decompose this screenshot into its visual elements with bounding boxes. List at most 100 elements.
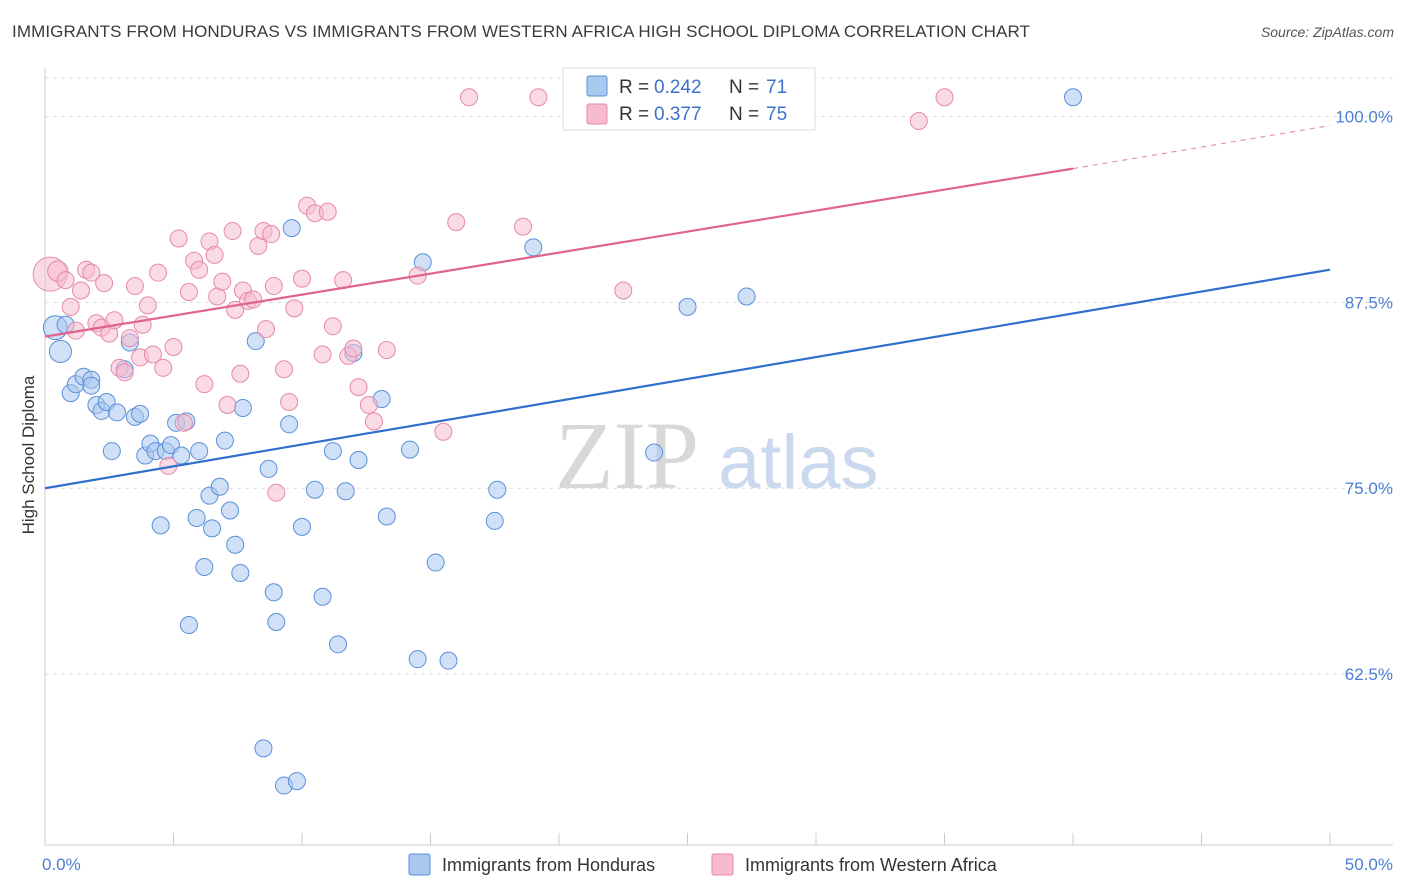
honduras-point-41: [264, 583, 283, 602]
honduras-point-49: [313, 587, 332, 606]
bottom-legend-swatch-honduras: [408, 853, 431, 876]
honduras-point-57: [400, 440, 419, 459]
western-africa-point-56: [323, 317, 342, 336]
honduras-point-60: [426, 553, 445, 572]
honduras-point-26: [179, 615, 198, 634]
western-africa-point-59: [344, 339, 363, 358]
western-africa-point-26: [174, 413, 193, 432]
western-africa-point-34: [213, 272, 232, 291]
honduras-point-29: [195, 558, 214, 577]
western-africa-point-69: [529, 88, 548, 107]
honduras-point-11: [102, 442, 121, 461]
western-africa-point-45: [262, 225, 281, 244]
western-africa-point-61: [359, 395, 378, 414]
x-tick-label-max: 50.0%: [1345, 855, 1393, 874]
western-africa-point-72: [935, 88, 954, 107]
legend-r-label-western-africa: R =: [619, 104, 649, 125]
western-africa-point-60: [349, 378, 368, 397]
western-africa-point-63: [377, 340, 396, 359]
chart-title: IMMIGRANTS FROM HONDURAS VS IMMIGRANTS F…: [12, 22, 1031, 41]
honduras-point-37: [233, 398, 252, 417]
legend-n-value-honduras: 71: [766, 77, 787, 98]
western-africa-point-41: [244, 290, 263, 309]
honduras-point-47: [293, 517, 311, 536]
legend-swatch-western-africa: [586, 103, 608, 125]
western-africa-point-29: [190, 260, 209, 279]
western-africa-point-50: [285, 299, 304, 318]
legend-n-value-western-africa: 75: [766, 104, 787, 125]
western-africa-point-68: [514, 217, 533, 236]
watermark-atlas: atlas: [718, 420, 879, 505]
honduras-point-64: [524, 238, 543, 257]
honduras-point-35: [226, 535, 245, 554]
honduras-point-66: [645, 443, 664, 462]
honduras-point-58: [408, 650, 427, 669]
western-africa-point-5: [71, 281, 90, 300]
western-africa-point-21: [149, 263, 168, 282]
honduras-point-70: [1064, 88, 1082, 107]
honduras-point-31: [203, 519, 222, 538]
western-africa-point-44: [257, 320, 276, 339]
legend-n-label-western-africa: N =: [729, 104, 759, 125]
honduras-point-38: [246, 332, 265, 351]
trend-line-western-africa: [44, 167, 1074, 338]
honduras-point-45: [282, 219, 301, 238]
western-africa-point-71: [909, 112, 928, 131]
y-tick-label-0: 62.5%: [1345, 665, 1393, 684]
honduras-point-52: [336, 482, 355, 501]
honduras-point-63: [488, 480, 507, 499]
honduras-point-33: [215, 431, 234, 450]
western-africa-point-66: [447, 213, 466, 232]
western-africa-point-54: [313, 345, 332, 364]
western-africa-point-38: [231, 364, 250, 383]
honduras-point-12: [107, 403, 126, 422]
honduras-point-51: [328, 635, 347, 654]
honduras-point-27: [187, 508, 206, 527]
legend-swatch-honduras: [586, 75, 608, 97]
western-africa-point-55: [318, 202, 337, 221]
bottom-legend-label-western-africa: Immigrants from Western Africa: [745, 855, 998, 875]
legend-r-value-honduras: 0.242: [654, 77, 702, 98]
y-tick-label-1: 75.0%: [1345, 479, 1393, 498]
western-africa-point-47: [267, 483, 286, 502]
honduras-point-54: [349, 450, 368, 469]
western-africa-point-25: [169, 229, 188, 248]
western-africa-point-62: [364, 412, 383, 431]
western-africa-point-51: [293, 269, 311, 288]
stats-legend: R = 0.242 N = 71 R = 0.377 N = 75: [562, 67, 816, 131]
legend-r-label-honduras: R =: [619, 77, 649, 98]
honduras-point-48: [305, 480, 324, 499]
western-africa-point-67: [460, 88, 479, 107]
x-tick-labels: 0.0% 50.0%: [42, 855, 1393, 874]
honduras-point-68: [737, 287, 756, 306]
legend-r-value-western-africa: 0.377: [654, 104, 702, 125]
honduras-point-56: [377, 507, 396, 526]
western-africa-point-7: [82, 263, 101, 282]
watermark: ZIP atlas: [555, 402, 879, 509]
trend-line-western-africa-extension: [1072, 124, 1331, 170]
western-africa-point-2: [56, 271, 75, 290]
honduras-point-44: [280, 415, 299, 434]
honduras-point-67: [678, 297, 697, 316]
honduras-point-34: [221, 501, 240, 520]
western-africa-point-19: [138, 296, 157, 315]
y-axis-title: High School Diploma: [19, 375, 38, 534]
western-africa-point-27: [179, 283, 198, 302]
western-africa-point-15: [120, 329, 139, 348]
western-africa-point-48: [275, 360, 294, 379]
trend-line-honduras: [44, 268, 1331, 490]
watermark-zip: ZIP: [555, 402, 699, 509]
western-africa-point-65: [434, 422, 453, 441]
trend-lines: [44, 124, 1331, 490]
western-africa-point-3: [61, 297, 80, 316]
honduras-point-46: [287, 772, 306, 791]
honduras-point-32: [210, 477, 229, 496]
western-africa-point-22: [154, 358, 173, 377]
honduras-point-42: [267, 613, 286, 632]
western-africa-point-10: [95, 274, 114, 293]
honduras-point-36: [231, 563, 250, 582]
bottom-legend-label-honduras: Immigrants from Honduras: [442, 855, 655, 875]
series-western-africa-points: [32, 88, 954, 502]
western-africa-point-30: [195, 375, 214, 394]
